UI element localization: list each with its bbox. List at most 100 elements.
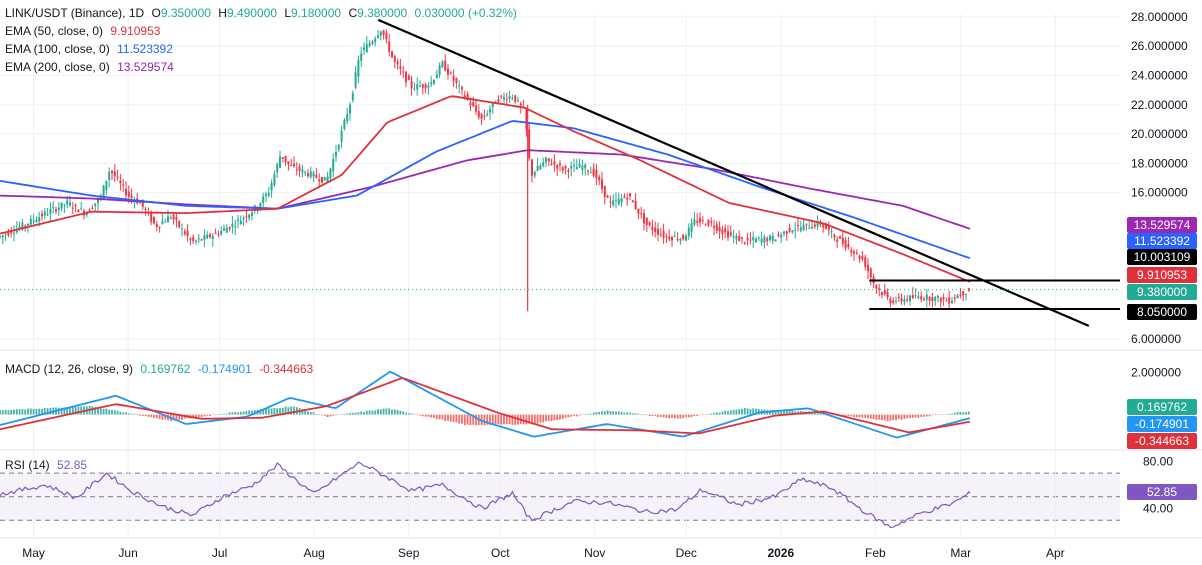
candle-body [279, 156, 281, 168]
candle-body [816, 221, 819, 227]
candle-body [575, 167, 578, 170]
candle-body [715, 224, 718, 231]
macd-line-value: -0.174901 [197, 362, 252, 376]
macd-hist-bar [71, 407, 74, 415]
candle-body [18, 226, 21, 230]
macd-hist-bar [242, 411, 245, 415]
candle-body [827, 226, 830, 231]
candle-body [217, 234, 220, 236]
macd-hist-bar [701, 414, 704, 416]
candle-body [346, 114, 349, 122]
macd-hist-bar [265, 408, 267, 415]
macd-hist-bar [659, 414, 662, 418]
candle-body [671, 237, 673, 241]
candle-body [564, 166, 567, 169]
candle-body [225, 227, 228, 233]
candle-body [648, 222, 651, 226]
macd-label: MACD (12, 26, close, 9) [5, 362, 134, 376]
macd-hist-bar [643, 414, 645, 416]
candle-body [251, 212, 253, 216]
macd-hist-bar [150, 414, 153, 418]
macd-hist-bar [312, 412, 315, 415]
macd-hist-bar [32, 408, 35, 415]
macd-hist-bar [105, 408, 108, 415]
candle-body [718, 227, 721, 232]
price-tick-label: 28.000000 [1131, 10, 1188, 24]
candle-body [7, 232, 10, 236]
macd-hist-bar [951, 413, 953, 415]
macd-hist-bar [491, 414, 494, 425]
macd-hist-bar [486, 414, 489, 425]
candle-body [497, 99, 500, 102]
rsi-legend: RSI (14) 52.85 [5, 456, 91, 474]
candle-body [220, 230, 223, 235]
candle-body [545, 157, 547, 163]
candle-body [542, 162, 545, 166]
candle-body [363, 47, 365, 50]
macd-hist-bar [461, 414, 463, 424]
candle-body [374, 38, 377, 43]
candle-body [573, 165, 575, 167]
candle-body [822, 223, 825, 228]
candle-body [248, 214, 251, 219]
macd-signal-value: -0.344663 [259, 362, 314, 376]
candle-body [939, 298, 942, 303]
rsi-tick-label: 40.00 [1143, 501, 1173, 515]
candle-body [430, 82, 433, 85]
macd-hist-bar [780, 409, 783, 415]
candle-body [416, 84, 419, 90]
x-axis-month-label: Jul [212, 546, 227, 560]
candle-body [923, 299, 925, 301]
candle-body [508, 96, 511, 99]
macd-hist-bar [293, 406, 295, 415]
candle-body [780, 234, 783, 238]
candle-body [427, 85, 430, 88]
macd-hist-bar [900, 414, 903, 420]
macd-hist-bar [326, 414, 329, 418]
macd-hist-bar [469, 414, 472, 426]
macd-hist-bar [46, 408, 49, 415]
macd-hist-bar [262, 408, 265, 415]
macd-hist-bar [631, 413, 634, 415]
rsi-tag: 52.85 [1127, 484, 1197, 500]
candle-body [323, 177, 326, 181]
candle-body [679, 238, 682, 241]
candle-body [654, 227, 657, 233]
macd-hist-bar [382, 408, 385, 415]
macd-hist-bar [965, 412, 967, 415]
candle-body [763, 236, 766, 243]
macd-hist-bar [592, 412, 595, 415]
macd-hist-bar [21, 409, 24, 415]
macd-hist-bar [323, 414, 326, 416]
price-legend: LINK/USDT (Binance), 1D O9.350000 H9.490… [5, 4, 521, 22]
macd-hist-bar [909, 414, 911, 418]
candle-body [749, 239, 752, 241]
macd-hist-bar [57, 407, 60, 415]
macd-hist-bar [959, 412, 962, 415]
macd-hist-bar [869, 414, 872, 419]
macd-hist-bar [603, 411, 606, 415]
macd-hist-bar [559, 414, 561, 420]
candle-body [771, 235, 774, 241]
candle-body [172, 214, 175, 220]
candle-body [505, 99, 508, 101]
candle-body [668, 236, 671, 240]
candle-body [290, 165, 293, 167]
macd-line [0, 370, 971, 439]
ema200-legend: EMA (200, close, 0) 13.529574 [5, 58, 178, 76]
candle-body [60, 202, 63, 209]
candle-body [721, 229, 724, 234]
macd-hist-bar [668, 414, 671, 419]
macd-hist-bar [654, 414, 657, 416]
macd-hist-bar [225, 413, 228, 415]
candle-body [242, 217, 245, 219]
candle-body [587, 170, 589, 172]
macd-hist-bar [385, 408, 388, 415]
macd-hist-bar [94, 407, 97, 415]
candle-body [634, 200, 637, 209]
macd-hist-bar [153, 414, 155, 418]
candle-body [332, 159, 335, 172]
macd-hist-bar [895, 414, 897, 421]
candle-body [449, 72, 452, 74]
